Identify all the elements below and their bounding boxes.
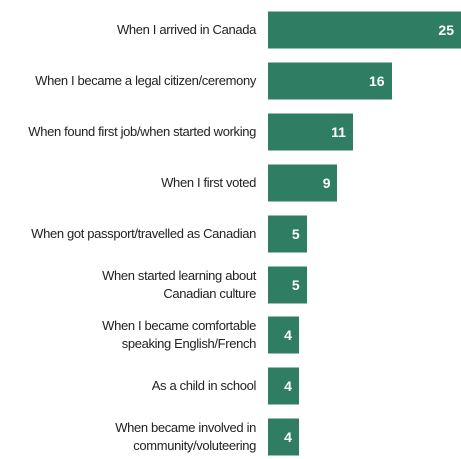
bar xyxy=(268,367,299,405)
bar xyxy=(268,62,392,100)
value-label: 5 xyxy=(291,225,300,242)
bar xyxy=(268,164,338,202)
value-label: 25 xyxy=(438,22,454,38)
bar xyxy=(268,266,307,303)
category-label: When started learning about Canadian cul… xyxy=(102,267,256,301)
category-label: When I became a legal citizen/ceremony xyxy=(35,72,256,88)
value-label: 4 xyxy=(284,378,292,395)
bar xyxy=(268,113,353,151)
value-label: 4 xyxy=(284,429,292,446)
category-label: When found first job/when started workin… xyxy=(28,123,256,139)
bar xyxy=(268,215,307,253)
category-label: When I became comfortable speaking Engli… xyxy=(102,318,256,352)
category-label: When got passport/travelled as Canadian xyxy=(31,225,256,241)
value-label: 11 xyxy=(331,123,346,140)
value-label: 4 xyxy=(284,327,292,344)
bar xyxy=(268,316,299,354)
category-label: When I arrived in Canada xyxy=(116,22,256,37)
value-label: 5 xyxy=(291,276,300,293)
category-label: When became involved in community/volute… xyxy=(115,420,256,454)
value-label: 16 xyxy=(368,72,385,89)
bar xyxy=(268,418,299,456)
category-label: When I first voted xyxy=(161,174,256,190)
value-label: 9 xyxy=(322,174,331,191)
bar xyxy=(268,11,461,49)
category-label: As a child in school xyxy=(151,378,257,394)
